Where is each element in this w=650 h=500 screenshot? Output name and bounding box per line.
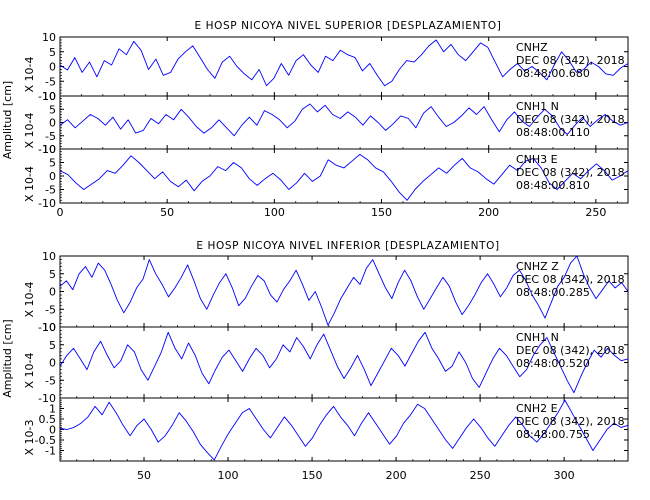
y-tick-label: 0 bbox=[49, 357, 56, 370]
time-label: 08:48:00.810 bbox=[516, 179, 590, 192]
date-label: DEC 08 (342), 2018 bbox=[516, 113, 625, 126]
channel-label: CNH2 E bbox=[516, 402, 558, 415]
trace-line bbox=[59, 39, 629, 87]
time-label: 08:48:00.520 bbox=[516, 357, 590, 370]
y-tick-label: -10 bbox=[38, 90, 56, 103]
y-tick-label: -10 bbox=[38, 392, 56, 405]
y-tick-label: 0 bbox=[49, 61, 56, 74]
x-tick-label: 250 bbox=[470, 469, 491, 482]
chart-title: E HOSP NICOYA NIVEL SUPERIOR [DESPLAZAMI… bbox=[194, 20, 501, 32]
y-tick-label: 10 bbox=[42, 321, 56, 334]
y-tick-label: 5 bbox=[49, 157, 56, 170]
y-tick-label: 0 bbox=[49, 170, 56, 183]
date-label: DEC 08 (342), 2018 bbox=[516, 273, 625, 286]
trace-line bbox=[59, 103, 629, 137]
x-tick-label: 150 bbox=[302, 469, 323, 482]
date-label: DEC 08 (342), 2018 bbox=[516, 344, 625, 357]
x-tick-label: 150 bbox=[371, 206, 392, 219]
y-tick-label: -5 bbox=[45, 374, 56, 387]
chart-group-2: E HOSP NICOYA NIVEL INFERIOR [DESPLAZAMI… bbox=[1, 240, 629, 482]
trace-line bbox=[59, 255, 629, 326]
y-tick-label: 1 bbox=[49, 403, 56, 416]
trace-line bbox=[59, 153, 629, 201]
date-label: DEC 08 (342), 2018 bbox=[516, 166, 625, 179]
y-tick-label: -5 bbox=[45, 303, 56, 316]
y-tick-label: 10 bbox=[42, 250, 56, 263]
y-tick-label: 5 bbox=[49, 46, 56, 59]
scale-label: X 10-4 bbox=[23, 57, 36, 93]
date-label: DEC 08 (342), 2018 bbox=[516, 415, 625, 428]
channel-label: CNHZ Z bbox=[516, 260, 559, 273]
scale-label: X 10-4 bbox=[23, 166, 36, 202]
y-tick-label: -5 bbox=[45, 130, 56, 143]
channel-label: CNHZ bbox=[516, 41, 548, 54]
y-tick-label: 0 bbox=[49, 286, 56, 299]
y-axis-label: Amplitud [cm] bbox=[1, 319, 14, 397]
y-tick-label: -5 bbox=[45, 184, 56, 197]
x-tick-label: 100 bbox=[264, 206, 285, 219]
scale-label: X 10-4 bbox=[23, 353, 36, 389]
x-tick-label: 50 bbox=[137, 469, 151, 482]
y-tick-label: 5 bbox=[49, 268, 56, 281]
y-tick-label: 10 bbox=[42, 31, 56, 44]
y-axis-label: Amplitud [cm] bbox=[1, 81, 14, 159]
y-tick-label: 0 bbox=[49, 117, 56, 130]
y-tick-label: 0 bbox=[49, 424, 56, 437]
y-tick-label: -10 bbox=[38, 143, 56, 156]
time-label: 08:48:00.680 bbox=[516, 67, 590, 80]
channel-label: CNH1 N bbox=[516, 331, 559, 344]
trace-line bbox=[59, 331, 629, 394]
y-tick-label: -0.5 bbox=[35, 434, 56, 447]
scale-label: X 10-3 bbox=[23, 420, 36, 456]
y-tick-label: -10 bbox=[38, 197, 56, 210]
x-tick-label: 200 bbox=[478, 206, 499, 219]
y-tick-label: -1 bbox=[45, 445, 56, 458]
y-tick-label: 0.5 bbox=[39, 413, 57, 426]
chart-group-1: E HOSP NICOYA NIVEL SUPERIOR [DESPLAZAMI… bbox=[1, 20, 629, 219]
y-tick-label: 5 bbox=[49, 103, 56, 116]
time-label: 08:48:00.285 bbox=[516, 286, 590, 299]
channel-label: CNH3 E bbox=[516, 153, 558, 166]
y-tick-label: 10 bbox=[42, 143, 56, 156]
y-tick-label: -10 bbox=[38, 321, 56, 334]
y-tick-label: 10 bbox=[42, 90, 56, 103]
x-tick-label: 250 bbox=[585, 206, 606, 219]
x-tick-label: 0 bbox=[57, 206, 64, 219]
scale-label: X 10-4 bbox=[23, 113, 36, 149]
x-tick-label: 200 bbox=[386, 469, 407, 482]
x-tick-label: 100 bbox=[218, 469, 239, 482]
x-tick-label: 50 bbox=[160, 206, 174, 219]
time-label: 08:48:00.110 bbox=[516, 126, 590, 139]
trace-line bbox=[59, 399, 629, 461]
y-tick-label: -5 bbox=[45, 75, 56, 88]
scale-label: X 10-4 bbox=[23, 282, 36, 318]
time-label: 08:48:00.755 bbox=[516, 428, 590, 441]
chart-title: E HOSP NICOYA NIVEL INFERIOR [DESPLAZAMI… bbox=[196, 240, 499, 252]
y-tick-label: 5 bbox=[49, 339, 56, 352]
date-label: DEC 08 (342), 2018 bbox=[516, 54, 625, 67]
x-tick-label: 300 bbox=[554, 469, 575, 482]
channel-label: CNH1 N bbox=[516, 100, 559, 113]
